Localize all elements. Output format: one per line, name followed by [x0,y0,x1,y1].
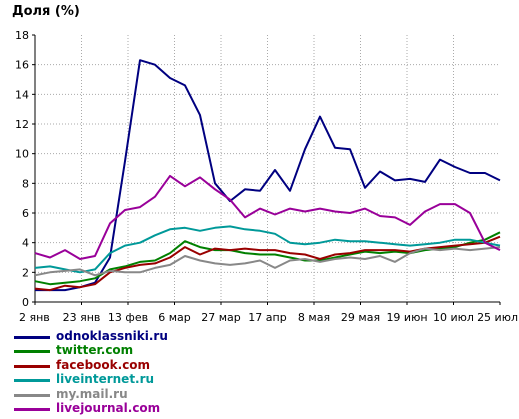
x-tick-label: 8 мая [298,311,330,324]
legend-label: facebook.com [56,357,151,372]
x-tick-label: 17 апр [248,311,286,324]
series-line [35,59,501,292]
y-tick-label: 4 [22,237,29,250]
series-line [34,225,501,274]
chart-title: Доля (%) [12,4,80,19]
x-tick-label: 25 июл [477,311,518,324]
x-tick-label: 19 июн [386,311,427,324]
x-tick-label: 13 фев [108,311,148,324]
x-tick-label: 29 мая [341,311,380,324]
legend-swatch [14,364,50,368]
legend-label: liveinternet.ru [56,372,155,387]
legend-label: my.mail.ru [56,386,128,401]
x-tick-label: 23 янв [63,311,101,324]
x-tick-label: 2 янв [19,311,50,324]
legend-label: twitter.com [56,343,134,358]
legend-swatch [14,393,50,397]
series-line [34,231,501,286]
x-tick-label: 27 мар [201,311,241,324]
y-tick-label: 12 [15,118,29,131]
series-line [34,246,501,277]
legend-swatch [14,336,50,339]
y-tick-label: 6 [22,207,29,220]
y-tick-label: 10 [15,148,29,161]
plot-area: 0 2 4 6 8 10 12 14 16 18 2 янв 23 янв 13 фев 6 мар 27 … [15,29,518,324]
legend-swatch [14,407,50,411]
legend-label: odnoklassniki.ru [56,329,168,343]
y-tick-label: 0 [22,296,29,309]
series-line [34,174,501,260]
y-tick-label: 18 [15,29,29,42]
y-tick-label: 2 [22,266,29,279]
legend-label: livejournal.com [56,400,161,415]
legend-swatch [14,379,50,383]
y-tick-label: 14 [15,88,29,101]
legend-swatch [14,350,50,354]
y-tick-label: 8 [22,177,29,190]
y-tick-label: 16 [15,59,29,72]
x-tick-label: 10 июл [433,311,474,324]
x-tick-label: 6 мар [158,311,191,324]
